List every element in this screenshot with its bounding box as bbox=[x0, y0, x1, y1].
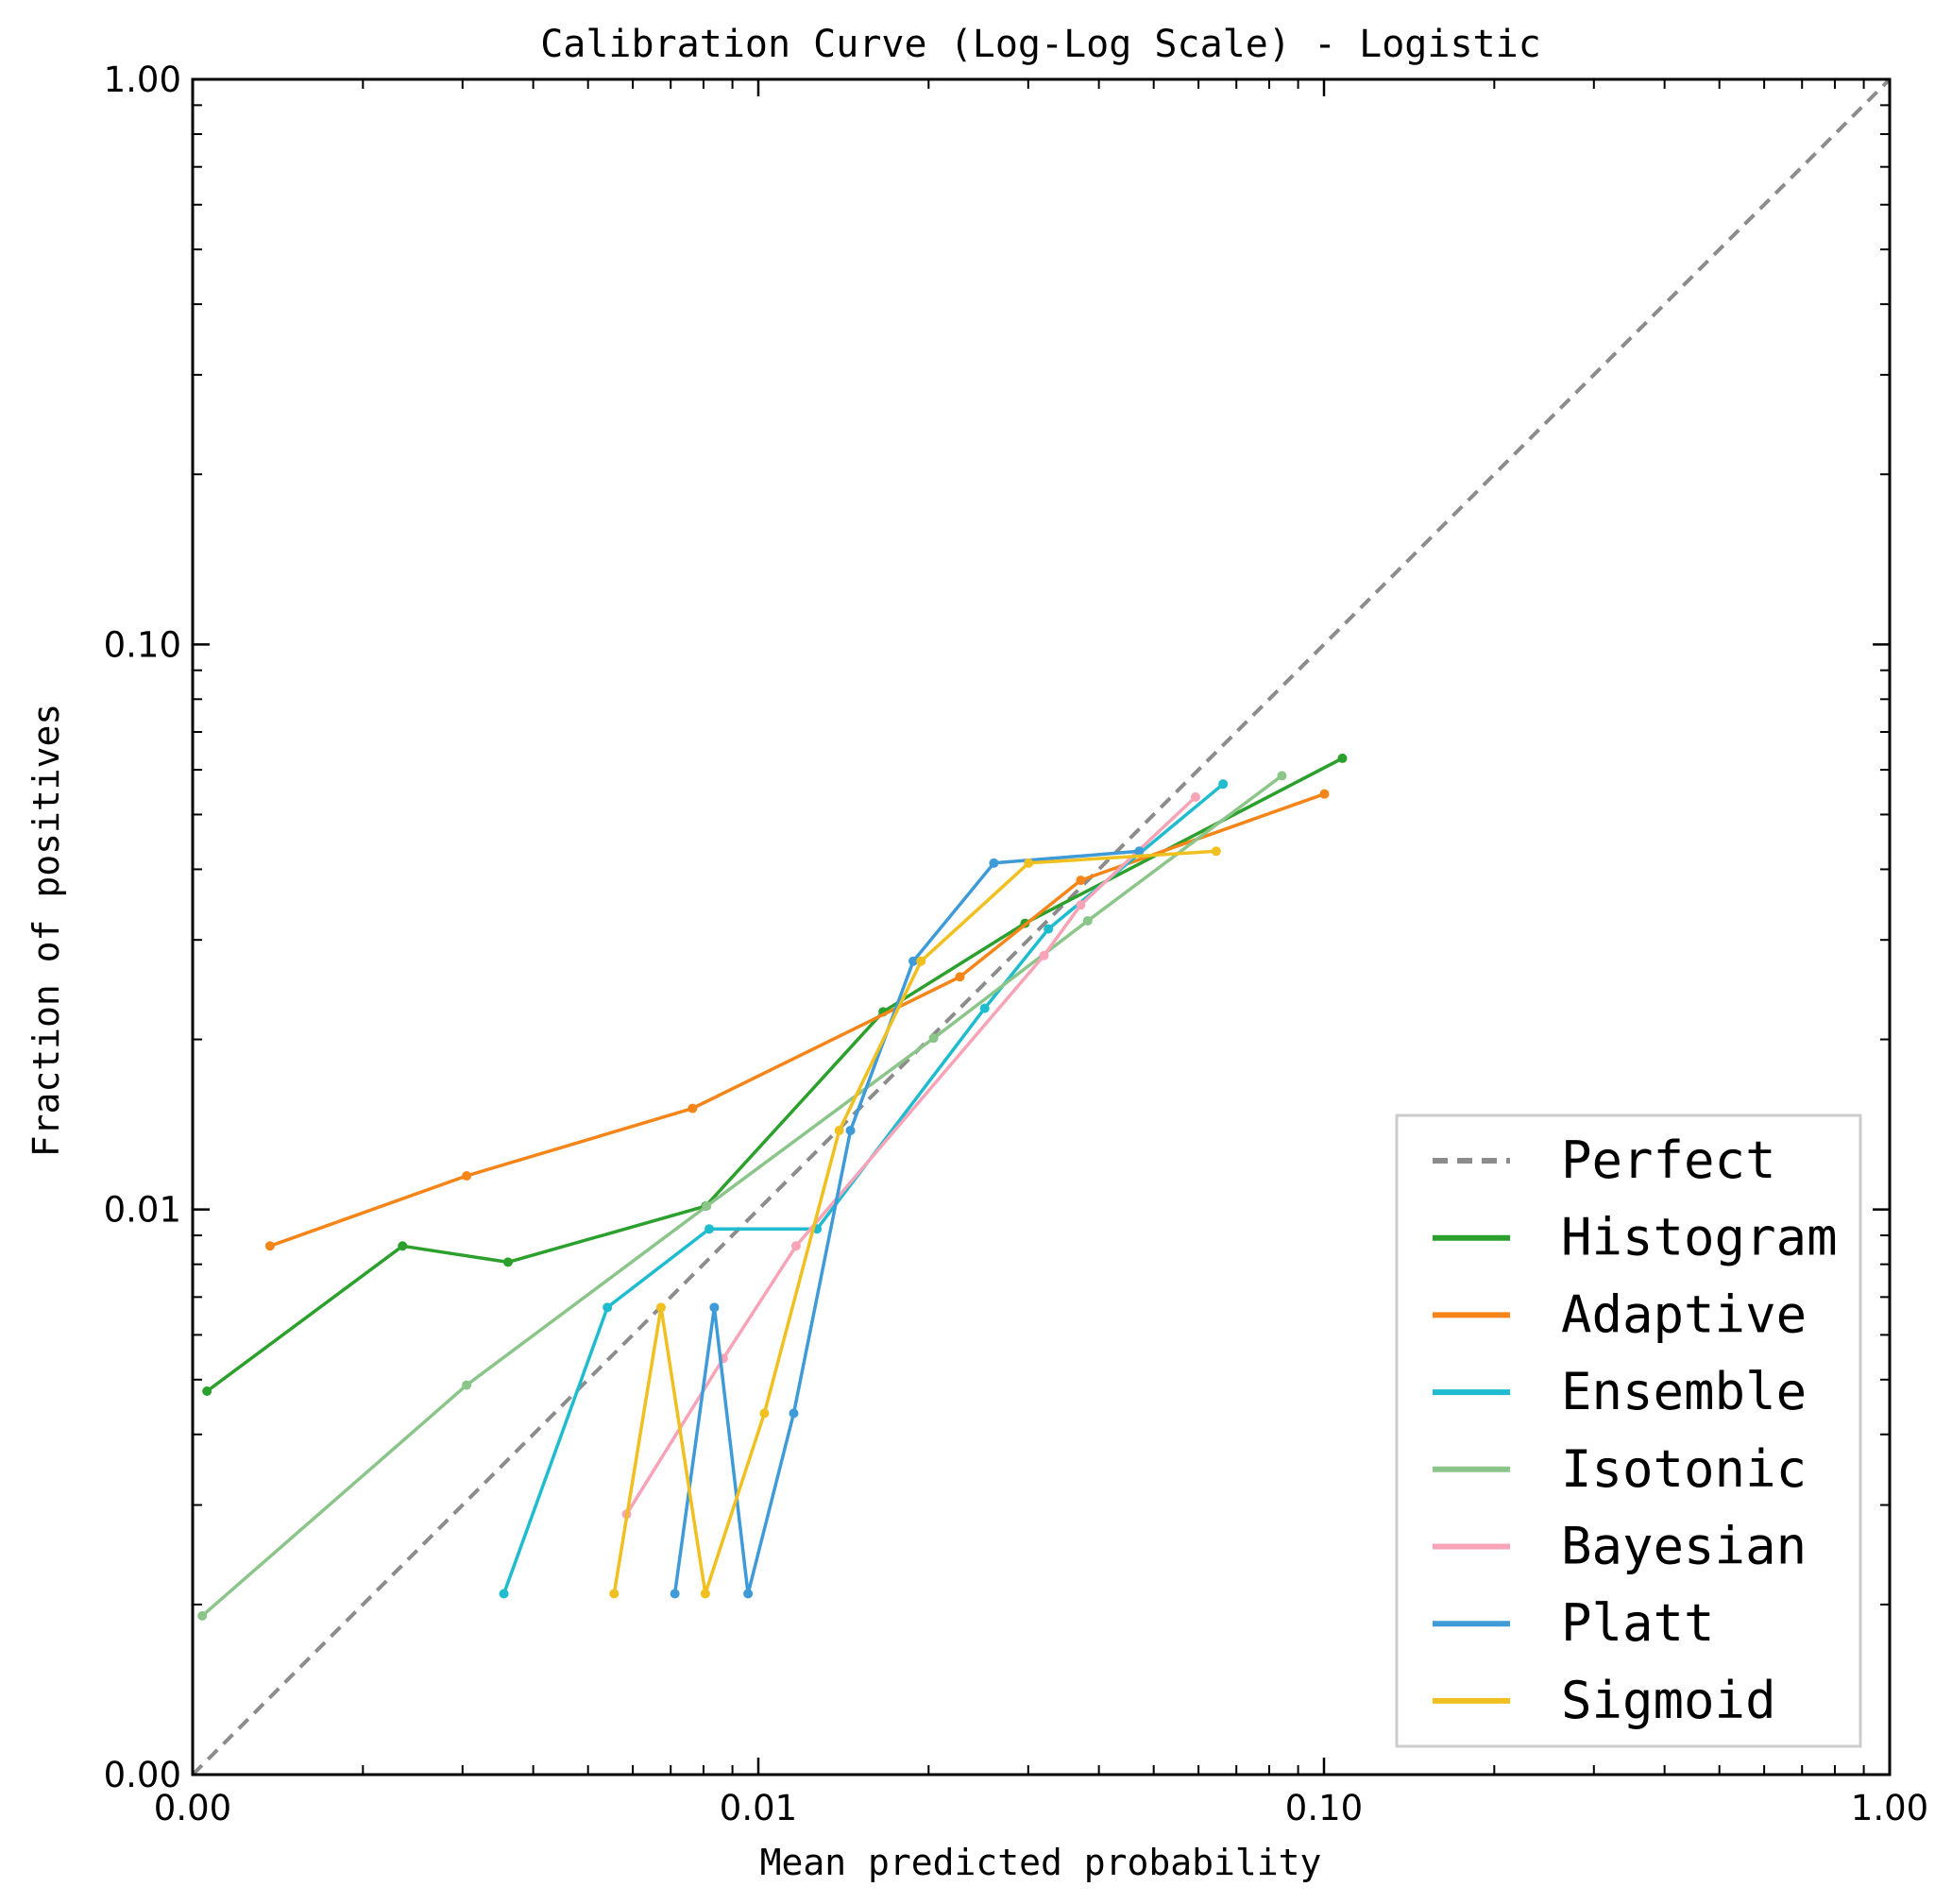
data-point-ensemble bbox=[1044, 924, 1054, 934]
data-point-sigmoid bbox=[700, 1589, 710, 1599]
data-point-ensemble bbox=[704, 1224, 715, 1234]
data-point-sigmoid bbox=[759, 1408, 770, 1419]
legend-label-isotonic: Isotonic bbox=[1561, 1439, 1807, 1499]
data-point-adaptive bbox=[687, 1103, 698, 1114]
data-point-adaptive bbox=[955, 972, 965, 982]
data-point-isotonic bbox=[197, 1610, 208, 1621]
x-tick-label: 0.10 bbox=[1285, 1788, 1363, 1828]
data-point-ensemble bbox=[1218, 779, 1229, 790]
data-point-sigmoid bbox=[655, 1302, 666, 1313]
data-point-isotonic bbox=[1277, 771, 1287, 781]
data-point-bayesian bbox=[1190, 791, 1200, 802]
data-point-histogram bbox=[202, 1386, 212, 1397]
series-layer bbox=[193, 79, 1890, 1775]
legend-label-ensemble: Ensemble bbox=[1561, 1362, 1807, 1421]
data-point-platt bbox=[670, 1589, 680, 1599]
x-axis-label: Mean predicted probability bbox=[760, 1842, 1322, 1883]
data-point-isotonic bbox=[462, 1380, 472, 1390]
y-tick-label: 0.01 bbox=[104, 1190, 181, 1231]
y-tick-label: 0.00 bbox=[104, 1755, 181, 1795]
legend-label-histogram: Histogram bbox=[1561, 1208, 1838, 1267]
data-point-sigmoid bbox=[1211, 846, 1221, 857]
data-point-adaptive bbox=[462, 1171, 472, 1182]
data-point-platt bbox=[743, 1589, 754, 1599]
data-point-bayesian bbox=[790, 1241, 801, 1251]
legend-label-adaptive: Adaptive bbox=[1561, 1284, 1807, 1344]
data-point-histogram bbox=[398, 1241, 408, 1251]
data-point-isotonic bbox=[702, 1201, 712, 1212]
x-tick-label: 1.00 bbox=[1851, 1788, 1928, 1828]
y-tick-label: 1.00 bbox=[104, 60, 181, 100]
x-tick-label: 0.01 bbox=[720, 1788, 797, 1828]
data-point-sigmoid bbox=[1024, 858, 1034, 868]
legend-label-bayesian: Bayesian bbox=[1561, 1517, 1807, 1576]
series-line-ensemble bbox=[501, 782, 1225, 1594]
chart-title: Calibration Curve (Log-Log Scale) - Logi… bbox=[540, 23, 1541, 66]
data-point-isotonic bbox=[928, 1033, 939, 1044]
data-point-ensemble bbox=[979, 1003, 990, 1013]
series-line-bayesian bbox=[625, 795, 1197, 1516]
data-point-platt bbox=[789, 1408, 799, 1419]
data-point-bayesian bbox=[1076, 900, 1086, 910]
x-tick-label: 0.00 bbox=[154, 1788, 231, 1828]
data-point-sigmoid bbox=[609, 1589, 620, 1599]
series-line-platt bbox=[672, 849, 1140, 1596]
legend-box bbox=[1395, 1114, 1862, 1748]
data-point-platt bbox=[989, 858, 999, 868]
data-point-platt bbox=[908, 956, 919, 966]
legend-label-perfect: Perfect bbox=[1561, 1130, 1776, 1190]
data-point-bayesian bbox=[1039, 950, 1049, 960]
data-point-adaptive bbox=[1319, 789, 1330, 799]
data-point-isotonic bbox=[1082, 915, 1093, 926]
y-tick-label: 0.10 bbox=[104, 624, 181, 665]
series-line-isotonic bbox=[201, 774, 1283, 1618]
legend-label-sigmoid: Sigmoid bbox=[1561, 1671, 1776, 1730]
series-line-perfect bbox=[193, 79, 1890, 1775]
data-point-ensemble bbox=[499, 1589, 509, 1599]
data-point-platt bbox=[845, 1125, 856, 1135]
data-point-platt bbox=[709, 1302, 720, 1313]
data-point-sigmoid bbox=[916, 956, 926, 966]
data-point-adaptive bbox=[264, 1241, 275, 1251]
data-point-platt bbox=[1134, 846, 1145, 857]
plot-frame bbox=[191, 77, 1892, 1776]
data-point-adaptive bbox=[1076, 876, 1086, 886]
legend: Perfect Histogram Adaptive Ensemble Isotonic… bbox=[1395, 1114, 1862, 1748]
data-point-histogram bbox=[502, 1257, 513, 1267]
data-point-histogram bbox=[1337, 753, 1348, 763]
legend-label-platt: Platt bbox=[1561, 1593, 1715, 1653]
data-point-sigmoid bbox=[834, 1125, 844, 1135]
series-line-sigmoid bbox=[612, 849, 1216, 1596]
data-point-ensemble bbox=[603, 1302, 613, 1313]
y-axis-label: Fraction of positives bbox=[25, 704, 67, 1157]
